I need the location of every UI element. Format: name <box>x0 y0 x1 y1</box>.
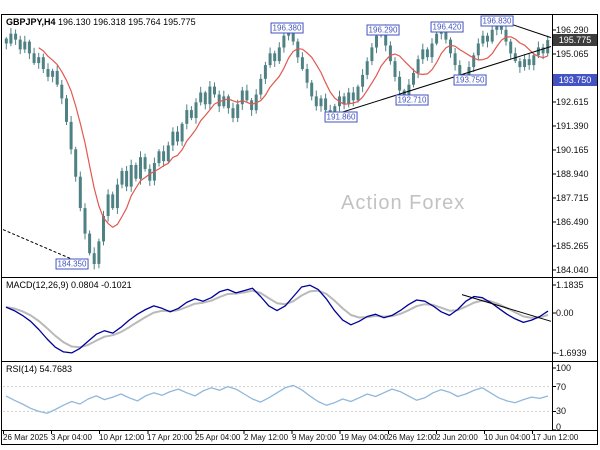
time-axis-label: 2 May 12:00 <box>244 433 289 442</box>
price-axis-tick: 192.615 <box>556 97 589 107</box>
price-axis-tick: 187.715 <box>556 193 589 203</box>
price-axis-tick: 195.065 <box>556 49 589 59</box>
rsi-axis-tick: 70 <box>556 382 567 392</box>
time-axis-label: 25 Apr 04:00 <box>195 433 241 442</box>
price-annotation-label[interactable]: 192.710 <box>395 94 429 106</box>
price-axis-tick: 196.290 <box>556 25 589 35</box>
price-annotation-label[interactable]: 184.350 <box>55 258 89 270</box>
symbol-timeframe-label: GBPJPY,H4 <box>6 17 56 27</box>
rsi-axis-tick: 100 <box>556 363 572 373</box>
time-axis-label: 17 Apr 20:00 <box>147 433 193 442</box>
time-axis-label: 19 May 04:00 <box>340 433 389 442</box>
macd-axis-tick: -1.6939 <box>556 348 587 358</box>
macd-axis-tick: 1.1835 <box>556 280 584 290</box>
price-annotation-label[interactable]: 191.860 <box>324 111 358 123</box>
time-axis-label: 2 Jun 20:00 <box>436 433 478 442</box>
price-axis-tick: 190.165 <box>556 145 589 155</box>
macd-values: 0.0804 -0.1021 <box>71 280 132 290</box>
price-axis-tick: 191.390 <box>556 121 589 131</box>
price-annotation-label[interactable]: 196.290 <box>366 24 400 36</box>
time-axis-label: 10 Apr 12:00 <box>99 433 145 442</box>
time-axis-label: 26 Mar 2025 <box>3 433 48 442</box>
macd-name: MACD(12,26,9) <box>6 280 69 290</box>
price-annotation-label[interactable]: 196.420 <box>430 21 464 33</box>
macd-axis-tick: 0.00 <box>556 308 574 318</box>
time-axis-label: 3 Apr 04:00 <box>51 433 92 442</box>
ohlc-readout: 196.130 196.318 195.764 195.775 <box>58 17 196 27</box>
price-axis-tick: 184.040 <box>556 265 589 275</box>
price-annotation-label[interactable]: 196.830 <box>480 15 514 27</box>
price-axis-tick: 188.940 <box>556 169 589 179</box>
price-axis-tick: 186.490 <box>556 217 589 227</box>
rsi-axis-tick: 30 <box>556 406 567 416</box>
price-annotation-label[interactable]: 193.750 <box>453 74 487 86</box>
watermark: Action Forex <box>341 192 466 214</box>
time-axis-label: 10 Jun 04:00 <box>484 433 531 442</box>
current-price-tag: 195.775 <box>553 34 597 46</box>
level-price-tag: 193.750 <box>553 74 597 86</box>
rsi-axis-tick: 0 <box>556 422 562 432</box>
price-axis-tick: 185.265 <box>556 241 589 251</box>
rsi-name: RSI(14) 54.7683 <box>6 364 73 374</box>
chart-title: GBPJPY,H4 196.130 196.318 195.764 195.77… <box>6 17 196 27</box>
rsi-indicator-label: RSI(14) 54.7683 <box>6 364 72 374</box>
time-axis-label: 9 May 20:00 <box>292 433 337 442</box>
time-axis-label: 26 May 12:00 <box>388 433 437 442</box>
price-annotation-label[interactable]: 196.380 <box>270 22 304 34</box>
time-axis-label: 17 Jun 12:00 <box>532 433 579 442</box>
macd-indicator-label: MACD(12,26,9) 0.0804 -0.1021 <box>6 280 132 290</box>
